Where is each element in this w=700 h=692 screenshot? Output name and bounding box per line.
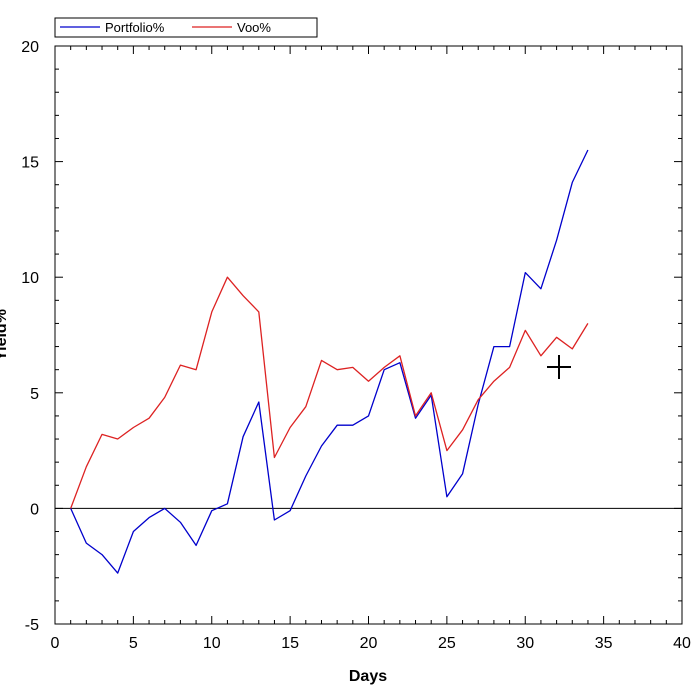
x-tick-label: 25 (438, 635, 456, 652)
x-axis-label: Days (349, 668, 387, 685)
y-tick-label: 15 (21, 155, 39, 172)
legend-voo-label: Voo% (237, 20, 271, 35)
axis-tick-labels: 0 5 10 15 20 25 30 35 40 -5 0 5 10 15 20 (21, 39, 691, 652)
x-tick-label: 35 (595, 635, 613, 652)
series-line-voo (70, 276, 589, 509)
axis-ticks (54, 45, 683, 625)
x-tick-label: 0 (51, 635, 60, 652)
x-tick-label: 15 (281, 635, 299, 652)
x-tick-label: 40 (673, 635, 691, 652)
y-tick-label: 10 (21, 270, 39, 287)
y-tick-label: 0 (30, 501, 39, 518)
x-tick-label: 5 (129, 635, 138, 652)
crosshair-cursor-icon (547, 355, 571, 379)
series-line-portfolio (70, 149, 589, 574)
y-tick-label: 20 (21, 39, 39, 56)
x-tick-label: 10 (203, 635, 221, 652)
x-tick-label: 20 (360, 635, 378, 652)
y-tick-label: -5 (25, 617, 39, 634)
legend-portfolio-label: Portfolio% (105, 20, 165, 35)
y-axis-label: Yield% (0, 309, 10, 361)
legend: Portfolio% Voo% (54, 17, 318, 38)
y-tick-label: 5 (30, 386, 39, 403)
x-tick-label: 30 (516, 635, 534, 652)
legend-box (54, 17, 318, 38)
series-layer (70, 149, 589, 574)
plot-area-frame (54, 45, 683, 625)
